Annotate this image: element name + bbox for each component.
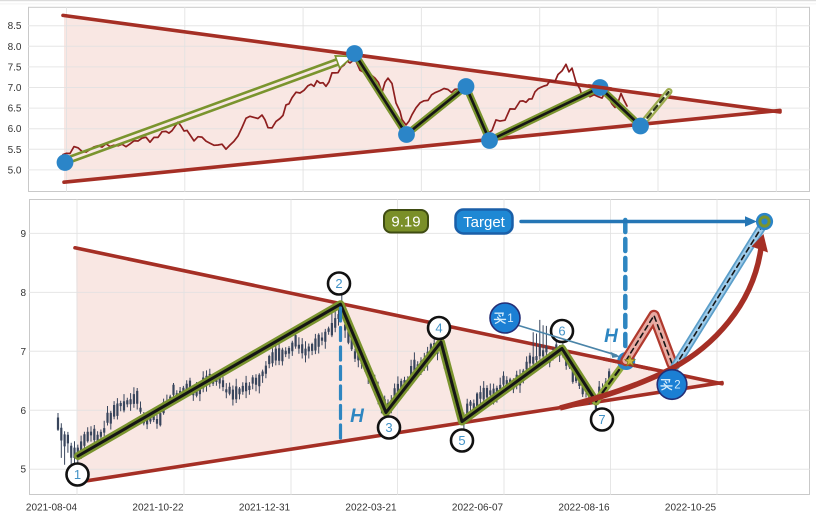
svg-text:9: 9 (20, 229, 26, 240)
svg-text:2022-10-25: 2022-10-25 (665, 503, 717, 514)
svg-text:2022-08-16: 2022-08-16 (558, 503, 610, 514)
svg-text:5.0: 5.0 (8, 165, 22, 176)
svg-text:4: 4 (435, 321, 442, 336)
svg-text:2022-06-07: 2022-06-07 (452, 503, 504, 514)
svg-text:7.5: 7.5 (8, 62, 22, 73)
svg-text:8: 8 (20, 288, 26, 299)
svg-text:H: H (350, 406, 365, 427)
svg-text:3: 3 (385, 420, 392, 435)
svg-text:8.0: 8.0 (8, 42, 22, 53)
svg-text:1: 1 (74, 467, 81, 482)
svg-text:2: 2 (335, 276, 342, 291)
svg-text:Target: Target (463, 214, 506, 231)
svg-text:5: 5 (20, 465, 26, 476)
svg-text:9.19: 9.19 (391, 214, 420, 231)
svg-text:H: H (604, 326, 619, 347)
svg-text:7: 7 (598, 412, 605, 427)
svg-text:6: 6 (558, 324, 565, 339)
svg-text:2022-03-21: 2022-03-21 (345, 503, 397, 514)
svg-text:2021-12-31: 2021-12-31 (239, 503, 291, 514)
svg-text:6: 6 (20, 406, 26, 417)
svg-text:7.0: 7.0 (8, 83, 22, 94)
svg-text:6.0: 6.0 (8, 124, 22, 135)
svg-text:8.5: 8.5 (8, 21, 22, 32)
svg-text:1: 1 (507, 313, 513, 325)
svg-text:7: 7 (20, 347, 26, 358)
svg-text:5: 5 (458, 433, 465, 448)
svg-text:2021-10-22: 2021-10-22 (132, 503, 184, 514)
svg-text:6.5: 6.5 (8, 104, 22, 115)
svg-text:5.5: 5.5 (8, 145, 22, 156)
svg-text:2: 2 (674, 380, 680, 392)
svg-text:2021-08-04: 2021-08-04 (26, 503, 78, 514)
